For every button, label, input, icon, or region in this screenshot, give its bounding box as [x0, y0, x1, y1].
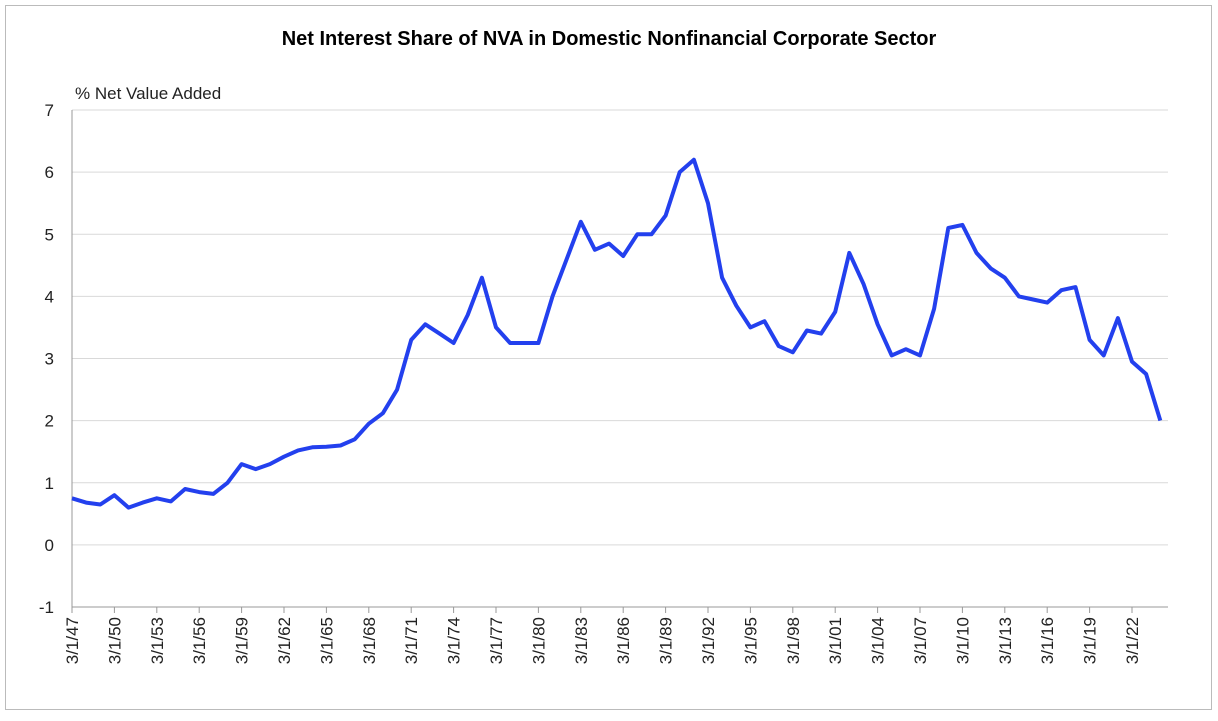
x-tick-label: 3/1/77 [487, 617, 506, 664]
x-tick-label: 3/1/68 [360, 617, 379, 664]
x-tick-label: 3/1/92 [699, 617, 718, 664]
x-tick-label: 3/1/56 [190, 617, 209, 664]
x-tick-label: 3/1/80 [529, 617, 548, 664]
x-tick-label: 3/1/98 [784, 617, 803, 664]
x-tick-label: 3/1/53 [148, 617, 167, 664]
x-tick-label: 3/1/16 [1038, 617, 1057, 664]
line-series [71, 157, 1163, 510]
x-tick-label: 3/1/50 [105, 617, 124, 664]
x-tick-label: 3/1/71 [402, 617, 421, 664]
x-tick-label: 3/1/01 [826, 617, 845, 664]
x-tick-label: 3/1/19 [1081, 617, 1100, 664]
x-tick-label: 3/1/62 [275, 617, 294, 664]
y-tick-label: 7 [45, 101, 54, 120]
x-tick-label: 3/1/07 [911, 617, 930, 664]
x-tick-label: 3/1/89 [657, 617, 676, 664]
x-tick-label: 3/1/22 [1123, 617, 1142, 664]
y-tick-label: 0 [45, 536, 54, 555]
chart-frame [5, 5, 1212, 710]
y-tick-label: 6 [45, 163, 54, 182]
x-tick-label: 3/1/10 [953, 617, 972, 664]
x-tick-label: 3/1/47 [63, 617, 82, 664]
x-tick-label: 3/1/65 [317, 617, 336, 664]
y-tick-label: 3 [45, 350, 54, 369]
y-tick-label: 2 [45, 412, 54, 431]
y-tick-label: 4 [45, 287, 54, 306]
x-tick-label: 3/1/13 [996, 617, 1015, 664]
x-tick-label: 3/1/59 [233, 617, 252, 664]
y-tick-label: 1 [45, 474, 54, 493]
x-tick-label: 3/1/04 [869, 617, 888, 664]
chart-title: Net Interest Share of NVA in Domestic No… [282, 28, 937, 50]
x-tick-label: 3/1/74 [445, 617, 464, 664]
x-tick-label: 3/1/86 [614, 617, 633, 664]
x-tick-label: 3/1/83 [572, 617, 591, 664]
y-tick-label: 5 [45, 225, 54, 244]
y-axis-title: % Net Value Added [75, 84, 221, 103]
x-tick-label: 3/1/95 [741, 617, 760, 664]
y-tick-label: -1 [39, 598, 54, 617]
